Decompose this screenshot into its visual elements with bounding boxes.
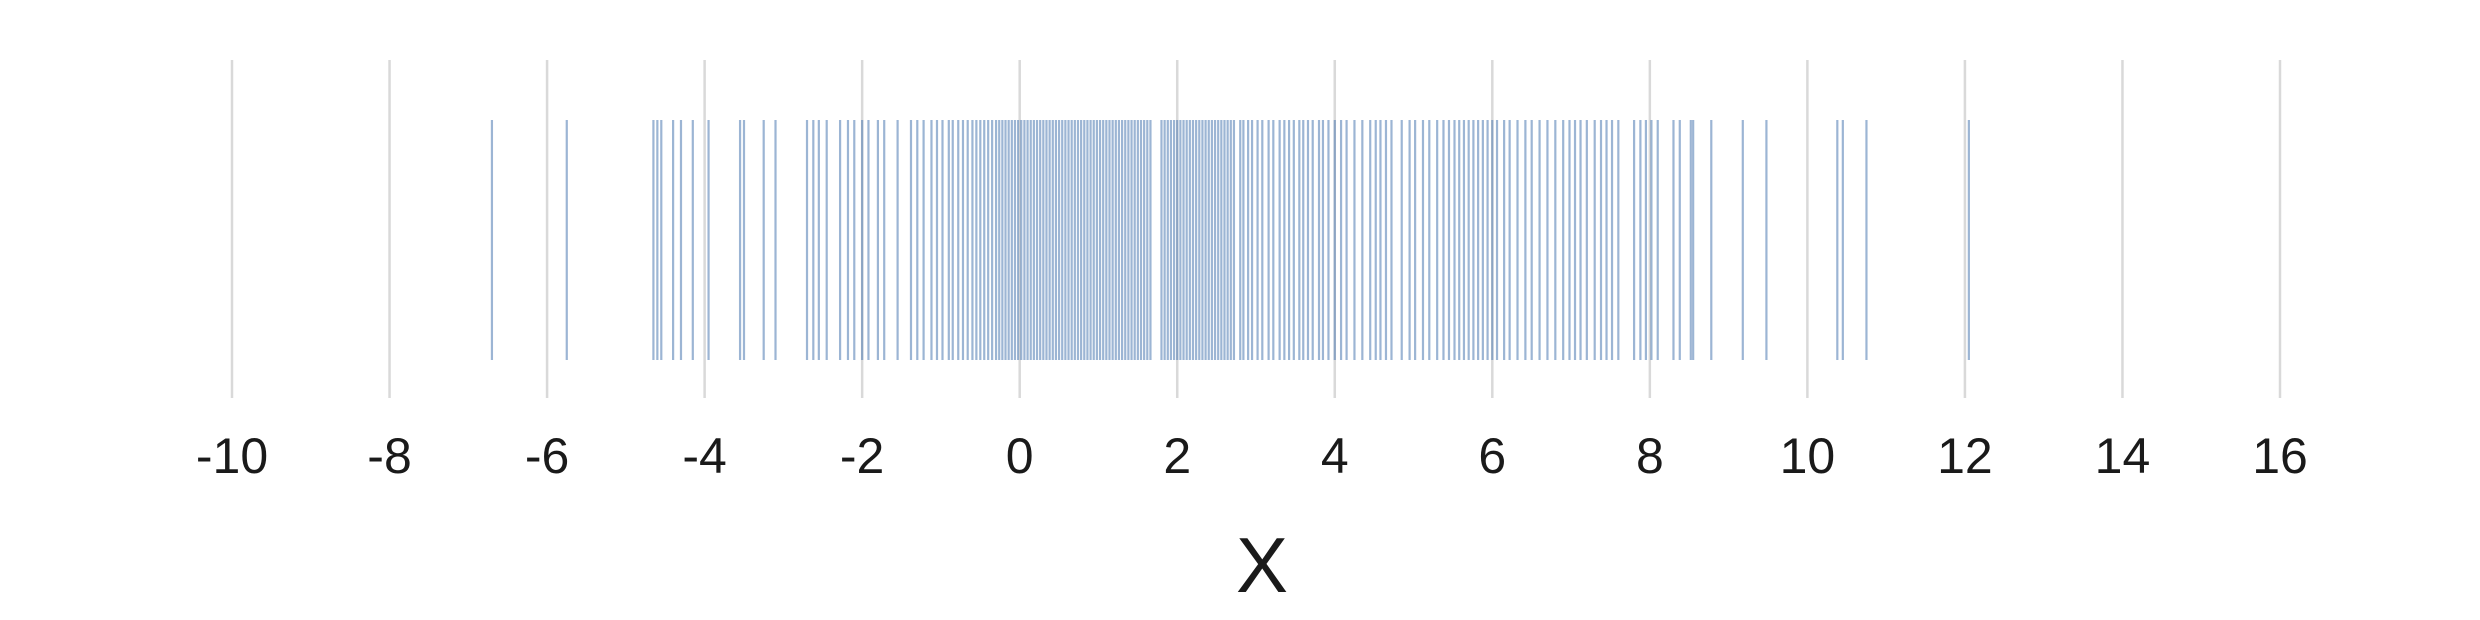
x-tick-label: 6 [1478,428,1506,484]
x-tick-label: 16 [2252,428,2308,484]
grid-lines [230,60,2282,398]
rug-marks [490,120,1970,360]
x-tick-label: 0 [1006,428,1034,484]
x-tick-label: 2 [1163,428,1191,484]
x-tick-label: -6 [525,428,569,484]
x-tick-label: 4 [1321,428,1349,484]
x-tick-label: 14 [2095,428,2151,484]
x-tick-label: -10 [196,428,268,484]
x-tick-label: -8 [367,428,411,484]
x-tick-labels: -10 -8 -6 -4 -2 0 2 4 6 8 10 12 14 16 [196,428,2308,484]
x-tick-label: 8 [1636,428,1664,484]
x-tick-label: 12 [1937,428,1993,484]
x-tick-label: -2 [840,428,884,484]
x-tick-label: 10 [1780,428,1836,484]
x-axis-title: X [1236,521,1288,609]
x-tick-label: -4 [682,428,726,484]
